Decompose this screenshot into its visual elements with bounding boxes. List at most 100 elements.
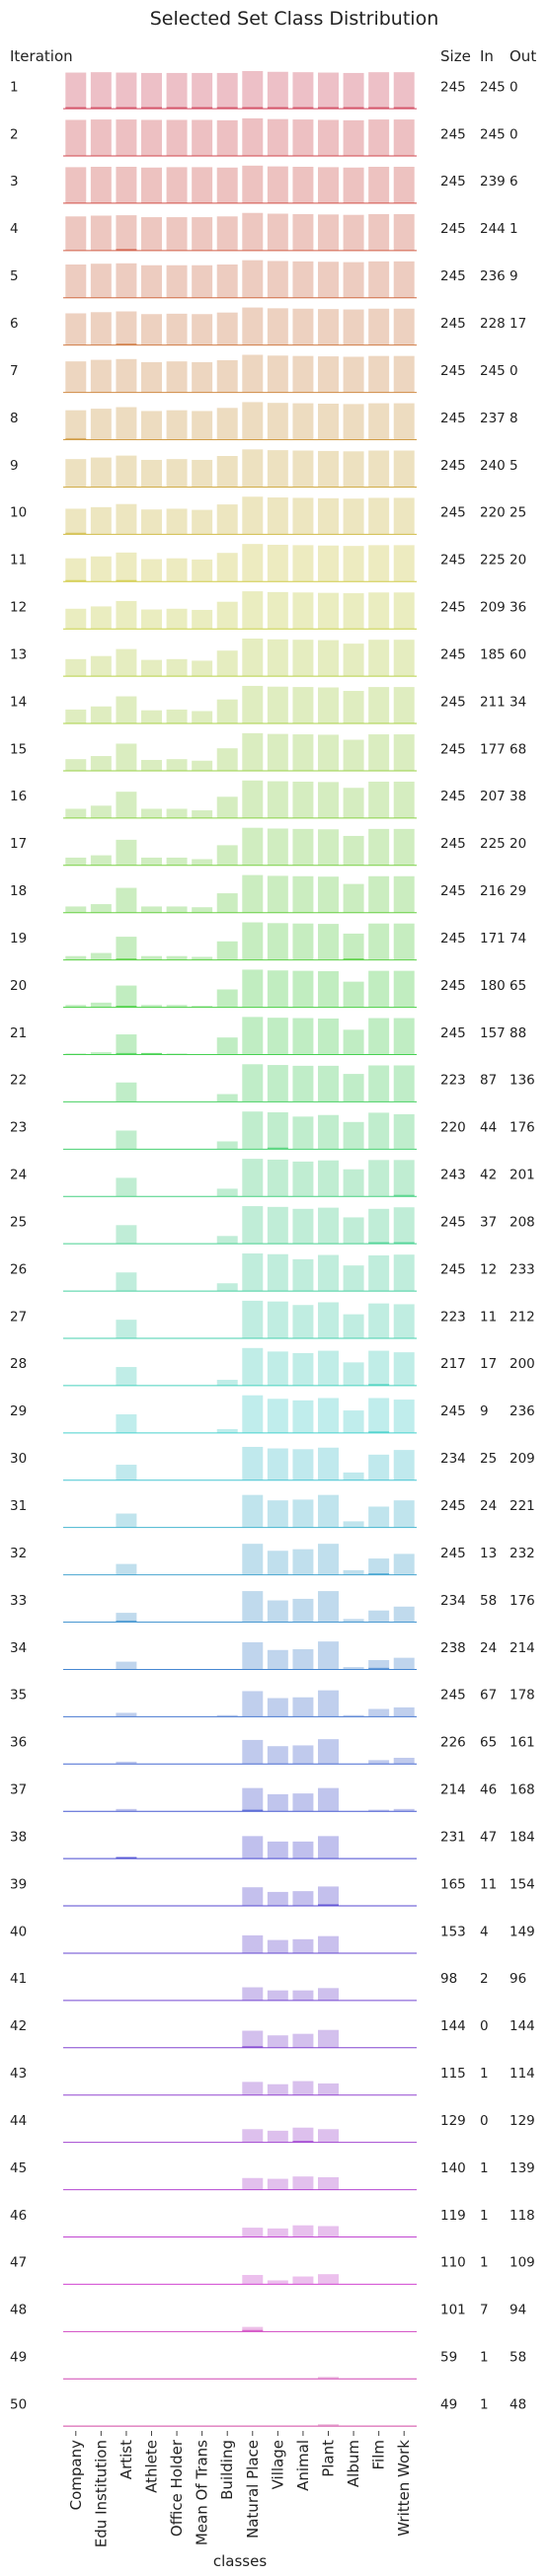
class-bar [368, 403, 390, 440]
iteration-row: 40 153 4 149 [10, 1924, 535, 1954]
class-bar [318, 1690, 339, 1717]
in-value: 0 [480, 2018, 489, 2034]
in-value: 245 [480, 79, 506, 95]
class-bar [141, 217, 162, 251]
class-bar [242, 1836, 264, 1859]
class-bar [393, 1207, 415, 1245]
size-value: 226 [440, 1735, 466, 1751]
out-value: 154 [510, 1876, 535, 1892]
class-bar [65, 857, 87, 866]
in-value: 185 [480, 646, 506, 662]
class-bar [216, 216, 238, 251]
class-bar [393, 687, 415, 724]
class-bar [267, 1793, 288, 1812]
class-bar [393, 875, 415, 913]
size-value: 245 [440, 1688, 466, 1704]
class-bar [292, 1258, 314, 1292]
class-bar [368, 119, 390, 157]
new-sample-bar [116, 1856, 137, 1859]
iteration-row: 18 245 216 29 [10, 874, 526, 914]
class-bar [90, 952, 112, 960]
class-bar [292, 355, 314, 393]
class-bar [368, 1065, 390, 1102]
class-bar [192, 760, 213, 771]
new-sample-bar [393, 1194, 415, 1197]
class-bar [393, 828, 415, 866]
x-tick-label: Office Holder [168, 2439, 186, 2537]
class-bar [65, 759, 87, 771]
class-bar [65, 313, 87, 345]
out-value: 139 [510, 2160, 535, 2176]
class-bar [318, 2083, 339, 2095]
class-bar [242, 1300, 264, 1339]
iteration-row: 49 59 1 58 [10, 2350, 526, 2380]
out-value: 38 [510, 789, 526, 804]
class-bar [65, 1005, 87, 1008]
class-bar [65, 1053, 87, 1055]
class-bar [292, 213, 314, 251]
class-bar [343, 1074, 364, 1102]
iteration-label: 39 [10, 1876, 27, 1892]
class-bar [242, 1987, 264, 2001]
class-bar [318, 450, 339, 488]
class-bar [318, 1591, 339, 1623]
out-value: 5 [510, 458, 518, 474]
class-bar [216, 893, 238, 913]
class-bar [166, 72, 188, 110]
iteration-label: 37 [10, 1782, 27, 1798]
class-bar [90, 506, 112, 535]
class-bar [343, 119, 364, 157]
iteration-row: 44 129 0 129 [10, 2113, 535, 2144]
class-bar [192, 459, 213, 488]
new-sample-bar [368, 1573, 390, 1575]
class-bar [242, 449, 264, 488]
class-bar [292, 687, 314, 724]
class-bar [292, 1990, 314, 2001]
class-bar [192, 119, 213, 157]
size-value: 153 [440, 1924, 466, 1939]
class-bar [318, 545, 339, 582]
class-bar [368, 734, 390, 771]
class-bar [65, 167, 87, 203]
class-bar [166, 808, 188, 818]
class-bar [292, 1018, 314, 1055]
class-bar [141, 72, 162, 110]
new-sample-bar [393, 1242, 415, 1245]
size-value: 231 [440, 1829, 466, 1845]
class-bar [368, 1018, 390, 1055]
in-value: 211 [480, 694, 506, 710]
size-value: 245 [440, 268, 466, 284]
new-sample-bar [141, 107, 162, 110]
class-bar [166, 558, 188, 582]
class-bar [216, 119, 238, 157]
iteration-row: 41 98 2 96 [10, 1971, 526, 2002]
iteration-row: 5 245 236 9 [10, 260, 518, 299]
class-bar [292, 1449, 314, 1480]
out-value: 34 [510, 694, 526, 710]
iteration-row: 24 243 42 201 [10, 1159, 535, 1197]
iteration-row: 4 245 244 1 [10, 212, 518, 252]
class-bar [141, 559, 162, 582]
iteration-label: 26 [10, 1261, 27, 1277]
iteration-label: 11 [10, 553, 27, 568]
class-bar [267, 166, 288, 203]
size-value: 49 [440, 2396, 457, 2412]
out-value: 176 [510, 1120, 535, 1136]
out-value: 109 [510, 2255, 535, 2271]
size-value: 234 [440, 1451, 466, 1467]
class-bar [90, 706, 112, 724]
class-bar [116, 311, 137, 345]
x-tick-label: Building [218, 2440, 236, 2500]
size-value: 245 [440, 458, 466, 474]
class-bar [318, 1787, 339, 1812]
class-bar [242, 1641, 264, 1670]
iteration-row: 26 245 12 233 [10, 1252, 535, 1292]
class-bar [393, 308, 415, 345]
iteration-label: 10 [10, 505, 27, 521]
in-value: 37 [480, 1214, 497, 1230]
size-value: 245 [440, 694, 466, 710]
iteration-row: 14 245 211 34 [10, 685, 526, 724]
in-header: In [480, 47, 494, 65]
new-sample-bar [65, 532, 87, 535]
class-bar [368, 545, 390, 582]
